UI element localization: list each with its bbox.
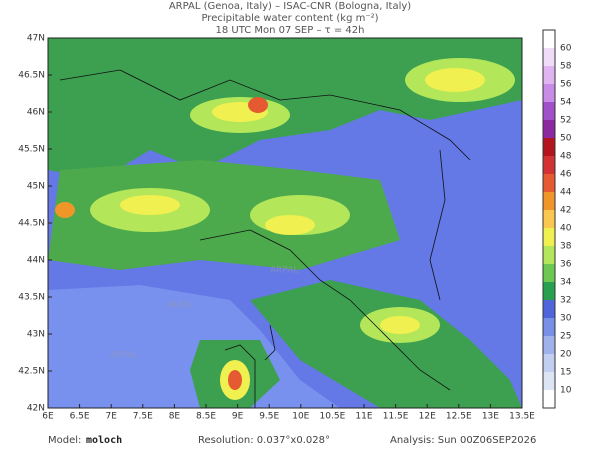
- lon-label: 10E: [292, 412, 309, 422]
- colorbar-label: 36: [560, 260, 572, 270]
- lat-label: 46N: [27, 108, 45, 118]
- colorbar-cell: [543, 120, 555, 138]
- footer-model: moloch: [86, 435, 122, 446]
- colorbar-cell: [543, 84, 555, 102]
- footer-model-label: Model:: [48, 435, 81, 446]
- colorbar-label: 34: [560, 278, 572, 288]
- colorbar-cell: [543, 354, 555, 372]
- lon-label: 8.5E: [196, 412, 216, 422]
- colorbar-cell: [543, 390, 555, 408]
- colorbar-label: 10: [560, 386, 572, 396]
- colorbar-label: 46: [560, 170, 572, 180]
- lat-label: 42.5N: [18, 367, 45, 377]
- lat-label: 43.5N: [18, 293, 45, 303]
- colorbar-cell: [543, 30, 555, 48]
- lon-label: 12.5E: [446, 412, 472, 422]
- colorbar-label: 25: [560, 332, 571, 342]
- colorbar-cell: [543, 300, 555, 318]
- colorbar-label: 48: [560, 152, 572, 162]
- colorbar-label: 38: [560, 242, 572, 252]
- colorbar-cell: [543, 210, 555, 228]
- watermark: ARPAL: [270, 266, 298, 276]
- colorbar-label: 20: [560, 350, 572, 360]
- lat-label: 45N: [27, 182, 45, 192]
- lat-label: 44N: [27, 256, 45, 266]
- colorbar-label: 50: [560, 134, 572, 144]
- lat-label: 46.5N: [18, 71, 45, 81]
- colorbar-cell: [543, 282, 555, 300]
- colorbar-label: 44: [560, 188, 572, 198]
- colorbar-label: 58: [560, 62, 572, 72]
- colorbar-cell: [543, 156, 555, 174]
- colorbar-cell: [543, 102, 555, 120]
- header-line: Precipitable water content (kg m⁻²): [201, 13, 378, 24]
- colorbar-label: 52: [560, 116, 571, 126]
- colorbar-cell: [543, 228, 555, 246]
- colorbar-cell: [543, 246, 555, 264]
- colorbar-cell: [543, 336, 555, 354]
- footer-analysis: Analysis: Sun 00Z06SEP2026: [390, 435, 536, 446]
- lat-label: 44.5N: [18, 219, 45, 229]
- colorbar-label: 32: [560, 296, 571, 306]
- colorbar-cell: [543, 174, 555, 192]
- colorbar-frame: [542, 29, 556, 409]
- lat-label: 42N: [27, 404, 45, 414]
- footer-resolution: Resolution: 0.037°x0.028°: [198, 435, 330, 446]
- lon-label: 12E: [419, 412, 436, 422]
- colorbar-label: 30: [560, 314, 572, 324]
- lon-label: 11E: [355, 412, 372, 422]
- lon-label: 8E: [169, 412, 181, 422]
- lon-label: 7E: [105, 412, 117, 422]
- colorbar-label: 15: [560, 368, 571, 378]
- colorbar-label: 54: [560, 98, 572, 108]
- watermark: ARPAL: [165, 301, 193, 311]
- colorbar-cell: [543, 318, 555, 336]
- colorbar-cell: [543, 192, 555, 210]
- colorbar-cell: [543, 66, 555, 84]
- lon-label: 9.5E: [259, 412, 279, 422]
- lon-label: 11.5E: [383, 412, 409, 422]
- colorbar-cell: [543, 48, 555, 66]
- header-line: ARPAL (Genoa, Italy) – ISAC-CNR (Bologna…: [169, 1, 411, 12]
- lon-label: 13.5E: [509, 412, 535, 422]
- colorbar-label: 56: [560, 80, 572, 90]
- lon-label: 6.5E: [70, 412, 90, 422]
- colorbar-cell: [543, 372, 555, 390]
- colorbar-cell: [543, 264, 555, 282]
- lon-label: 6E: [42, 412, 54, 422]
- lon-label: 9E: [232, 412, 244, 422]
- colorbar-label: 40: [560, 224, 572, 234]
- lat-label: 45.5N: [18, 145, 45, 155]
- header-line: 18 UTC Mon 07 SEP – τ = 42h: [216, 25, 365, 36]
- lat-label: 43N: [27, 330, 45, 340]
- lon-label: 7.5E: [133, 412, 153, 422]
- map-field: [48, 38, 522, 408]
- watermark: ARPAL: [110, 351, 138, 361]
- lon-label: 13E: [482, 412, 499, 422]
- colorbar-label: 60: [560, 44, 572, 54]
- colorbar-label: 42: [560, 206, 571, 216]
- lat-label: 47N: [27, 34, 45, 44]
- colorbar-cell: [543, 138, 555, 156]
- lon-label: 10.5E: [320, 412, 346, 422]
